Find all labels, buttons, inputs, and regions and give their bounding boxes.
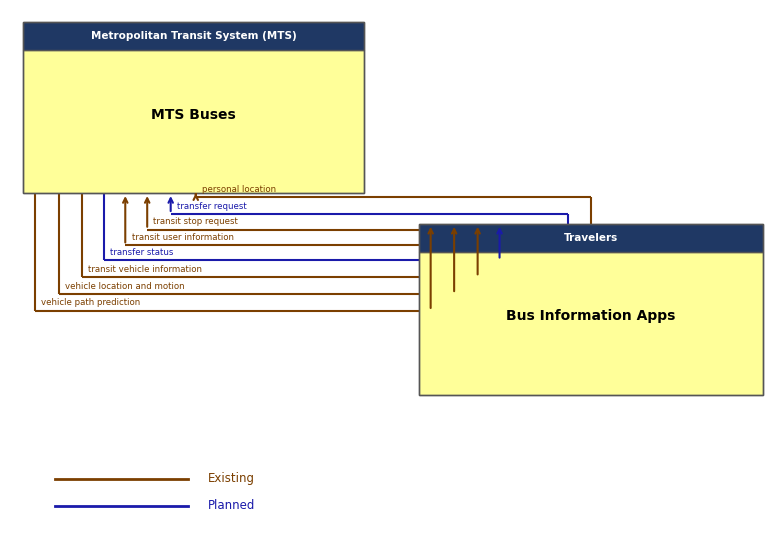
Bar: [23, 22, 364, 50]
Text: transfer status: transfer status: [110, 248, 174, 257]
Bar: [23, 50, 364, 193]
Text: vehicle location and motion: vehicle location and motion: [65, 282, 185, 291]
Text: Existing: Existing: [207, 472, 254, 486]
Text: MTS Buses: MTS Buses: [151, 108, 236, 122]
Text: Planned: Planned: [207, 499, 255, 512]
Text: transit stop request: transit stop request: [153, 217, 238, 226]
Text: transfer request: transfer request: [177, 202, 247, 211]
Bar: [23, 22, 364, 193]
Bar: [419, 252, 763, 395]
Bar: [419, 224, 763, 395]
Bar: [419, 224, 763, 252]
Text: Travelers: Travelers: [564, 233, 619, 243]
Text: Metropolitan Transit System (MTS): Metropolitan Transit System (MTS): [91, 31, 297, 41]
Text: transit vehicle information: transit vehicle information: [88, 265, 203, 274]
Text: Bus Information Apps: Bus Information Apps: [507, 309, 676, 323]
Text: personal location: personal location: [202, 185, 276, 194]
Text: vehicle path prediction: vehicle path prediction: [41, 298, 141, 307]
Text: transit user information: transit user information: [132, 233, 233, 242]
